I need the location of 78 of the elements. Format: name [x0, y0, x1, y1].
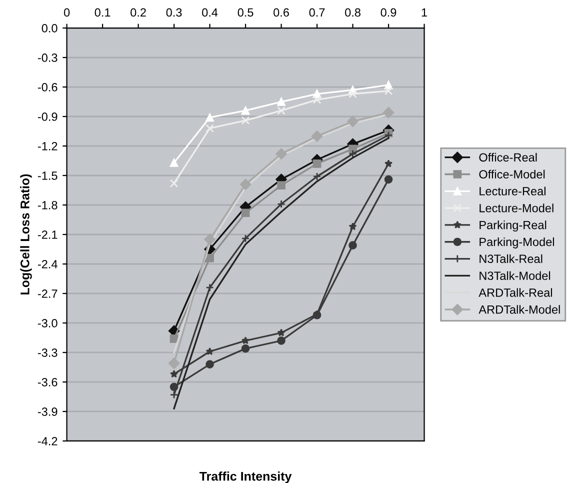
point [312, 96, 322, 104]
point [168, 358, 180, 369]
legend-label: Lecture-Model [480, 204, 554, 212]
point [242, 336, 250, 344]
point [312, 172, 322, 181]
point [312, 160, 322, 168]
legend-label: ARDTalk-Model [478, 305, 560, 314]
y-tick-label: -3.9 [38, 408, 58, 416]
point [206, 360, 214, 368]
point [170, 370, 178, 378]
point [206, 113, 214, 122]
x-tick-label: 0.6 [274, 8, 289, 17]
x-tick-label: 0.2 [130, 8, 146, 17]
point [347, 116, 358, 128]
y-tick-label: -0.3 [38, 54, 58, 62]
point [241, 344, 250, 353]
y-tick-label: -3.3 [38, 348, 58, 357]
legend-label: N3Talk-Real [480, 254, 542, 264]
point [348, 241, 357, 250]
legend-label: Office-Real [479, 152, 537, 162]
point [277, 200, 286, 208]
point [277, 181, 286, 190]
y-tick-label: -2.7 [38, 290, 58, 298]
legend-label: Parking-Model [480, 237, 554, 248]
legend-label: Parking-Real [480, 220, 546, 232]
y-tick-label: -3.6 [38, 378, 58, 386]
point [206, 347, 214, 356]
legend-label: Office-Model [479, 170, 545, 178]
y-tick-label: -4.2 [38, 437, 58, 446]
point [170, 179, 178, 188]
x-tick-label: 0.5 [238, 8, 254, 17]
point [276, 148, 287, 160]
point [170, 158, 178, 167]
point [384, 160, 393, 168]
point [206, 283, 214, 292]
x-tick-label: 0.3 [166, 8, 182, 17]
point [348, 222, 357, 230]
legend-label: Lecture-Real [480, 186, 546, 196]
legend-label: ARDTalk-Real [478, 288, 552, 297]
x-tick-label: 0.9 [380, 8, 396, 17]
x-tick-label: 0.1 [94, 8, 110, 17]
x-tick-label: 0.7 [309, 8, 325, 17]
point [384, 175, 393, 184]
point [241, 234, 250, 243]
y-tick-label: 0.0 [42, 24, 58, 32]
point [348, 150, 357, 158]
x-tick-label: 1 [422, 8, 427, 17]
y-tick-label: -1.5 [38, 172, 58, 180]
point [277, 336, 286, 345]
y-tick-label: -2.1 [38, 230, 58, 239]
legend-label: N3Talk-Model [480, 271, 550, 280]
point [241, 116, 250, 125]
point [277, 328, 286, 336]
x-axis-title: Traffic Intensity [199, 472, 292, 483]
y-tick-label: -1.2 [38, 142, 58, 150]
y-tick-label: -1.8 [38, 201, 58, 210]
point [382, 106, 394, 118]
point [277, 98, 286, 106]
point [206, 254, 214, 262]
point [204, 234, 216, 246]
x-tick-label: 0.4 [202, 8, 218, 17]
y-tick-label: -0.6 [38, 83, 58, 92]
point [277, 106, 286, 115]
point [206, 124, 214, 132]
point [241, 208, 250, 218]
x-tick-label: 0.8 [345, 8, 360, 17]
y-axis-title: Log(Cell Loss Ratio) [20, 174, 32, 294]
point [348, 90, 357, 98]
y-tick-label: -2.4 [38, 260, 58, 268]
point [384, 86, 393, 96]
point [240, 178, 252, 190]
point [241, 106, 250, 115]
point [311, 130, 323, 142]
point [170, 334, 178, 343]
x-tick-label: 0 [64, 8, 70, 17]
point [170, 390, 178, 399]
y-tick-label: -0.9 [38, 112, 58, 121]
y-tick-label: -3.0 [38, 319, 58, 328]
